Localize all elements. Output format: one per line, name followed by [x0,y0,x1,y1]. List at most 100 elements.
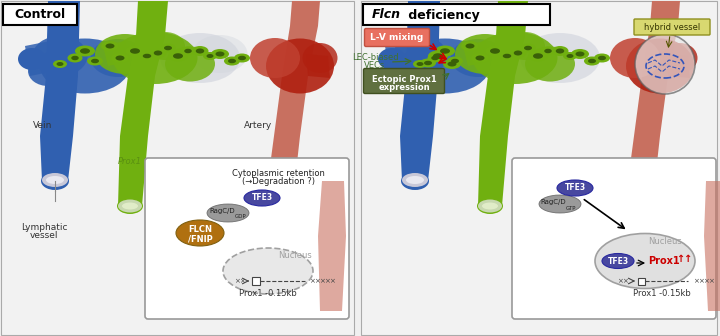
Ellipse shape [461,41,479,51]
Ellipse shape [610,38,660,78]
FancyBboxPatch shape [363,4,550,25]
Text: ×: × [698,278,704,284]
Text: Nucleus: Nucleus [278,252,312,260]
Ellipse shape [266,39,334,93]
Ellipse shape [122,203,138,210]
Ellipse shape [238,56,246,60]
Ellipse shape [416,62,423,66]
Ellipse shape [68,53,83,62]
Polygon shape [268,1,320,181]
Polygon shape [318,181,346,311]
Ellipse shape [164,46,172,50]
Ellipse shape [406,176,424,184]
Polygon shape [666,54,690,78]
Ellipse shape [571,49,589,59]
Ellipse shape [207,54,214,58]
Text: Lymphatic: Lymphatic [21,223,67,233]
Ellipse shape [448,61,456,67]
Text: RagC/D: RagC/D [540,199,566,205]
Ellipse shape [520,33,600,83]
Ellipse shape [234,53,250,62]
Text: (→Degradation ?): (→Degradation ?) [241,177,315,186]
Text: ×: × [324,278,330,284]
Ellipse shape [544,49,552,53]
Ellipse shape [244,190,280,206]
Ellipse shape [75,45,95,56]
Ellipse shape [150,48,166,58]
Ellipse shape [101,41,119,51]
Ellipse shape [125,45,145,56]
Ellipse shape [557,180,593,196]
Text: TFE3: TFE3 [564,183,585,193]
Ellipse shape [451,59,459,63]
Ellipse shape [402,173,428,187]
Circle shape [635,34,695,94]
Ellipse shape [118,200,142,212]
Ellipse shape [215,51,225,56]
Ellipse shape [505,32,545,60]
Ellipse shape [160,33,240,83]
Text: Cytoplasmic retention: Cytoplasmic retention [232,168,325,177]
FancyBboxPatch shape [634,19,710,35]
Text: VECs: VECs [364,61,386,71]
Polygon shape [103,41,130,66]
Ellipse shape [32,36,88,76]
Ellipse shape [626,39,694,93]
Ellipse shape [145,32,185,60]
Ellipse shape [563,52,577,60]
Ellipse shape [440,48,450,54]
FancyBboxPatch shape [361,1,717,335]
Ellipse shape [598,56,606,60]
FancyBboxPatch shape [364,29,430,46]
Ellipse shape [130,48,140,54]
Ellipse shape [584,56,600,66]
Text: Nucleus: Nucleus [648,237,682,246]
Ellipse shape [111,53,129,63]
Ellipse shape [451,39,505,77]
Text: Vein: Vein [33,122,53,130]
Ellipse shape [466,43,474,48]
Ellipse shape [594,53,610,62]
Ellipse shape [567,54,574,58]
Ellipse shape [224,56,240,66]
Ellipse shape [165,46,215,82]
Text: Prox1: Prox1 [648,256,680,266]
FancyBboxPatch shape [3,4,77,25]
Ellipse shape [143,54,151,58]
Ellipse shape [250,38,300,78]
Ellipse shape [428,53,443,62]
Text: GDP: GDP [235,214,247,219]
Text: Flcn: Flcn [372,8,401,22]
Polygon shape [400,1,440,181]
Ellipse shape [503,54,511,58]
Ellipse shape [498,51,516,60]
Ellipse shape [552,46,569,56]
Ellipse shape [168,50,188,61]
Ellipse shape [192,46,209,56]
Ellipse shape [160,43,176,52]
FancyBboxPatch shape [512,158,716,319]
Polygon shape [40,1,80,181]
Text: expression: expression [378,83,430,91]
Ellipse shape [428,50,448,61]
Ellipse shape [87,56,103,66]
Text: ×: × [319,278,325,284]
Ellipse shape [455,34,515,74]
Ellipse shape [471,53,489,63]
Text: ×: × [693,278,699,284]
Ellipse shape [528,50,548,61]
Polygon shape [628,1,680,181]
Polygon shape [463,41,490,66]
Text: Prox1: Prox1 [118,157,142,166]
Ellipse shape [472,32,557,84]
Text: vessel: vessel [30,232,58,241]
Text: ×: × [309,278,315,284]
Text: TFE3: TFE3 [608,256,629,265]
Polygon shape [478,1,528,206]
Text: ↑↑: ↑↑ [676,254,692,264]
Ellipse shape [40,39,130,93]
Ellipse shape [413,60,427,68]
Ellipse shape [420,58,436,68]
Ellipse shape [477,198,503,214]
Ellipse shape [475,55,485,60]
